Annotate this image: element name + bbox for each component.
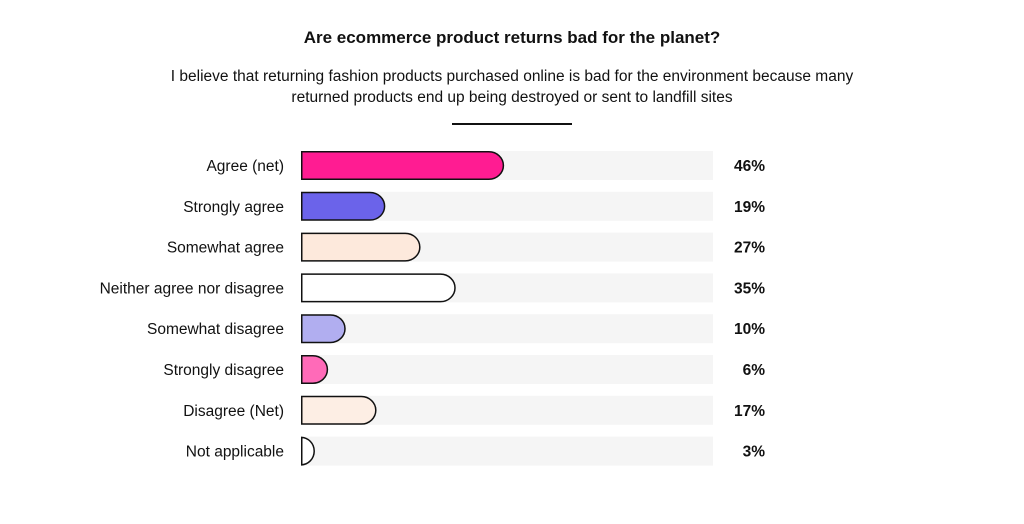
data-label: 3% bbox=[743, 444, 766, 461]
bar-track bbox=[301, 355, 713, 384]
bar-track bbox=[301, 436, 713, 466]
data-label: 27% bbox=[734, 240, 765, 257]
category-label: Disagree (Net) bbox=[183, 403, 284, 420]
bar bbox=[301, 314, 346, 344]
category-label: Not applicable bbox=[186, 444, 284, 461]
category-label: Strongly agree bbox=[183, 199, 284, 216]
bar bbox=[301, 191, 386, 221]
bar-row: Not applicable 3% bbox=[186, 436, 766, 466]
bar-track bbox=[301, 314, 713, 344]
data-label: 46% bbox=[734, 158, 765, 175]
bar-row: Somewhat disagree 10% bbox=[147, 314, 765, 344]
category-label: Agree (net) bbox=[206, 158, 284, 175]
data-label: 35% bbox=[734, 280, 765, 297]
category-label: Somewhat disagree bbox=[147, 321, 284, 338]
title-divider bbox=[452, 123, 572, 125]
bar bbox=[301, 232, 421, 262]
category-label: Strongly disagree bbox=[163, 362, 284, 379]
bar-row: Strongly agree 19% bbox=[183, 191, 765, 221]
bar bbox=[301, 151, 505, 180]
bar bbox=[301, 273, 456, 303]
bar-row: Disagree (Net) 17% bbox=[183, 395, 765, 425]
category-label: Somewhat agree bbox=[167, 240, 284, 257]
data-label: 19% bbox=[734, 199, 765, 216]
bar-row: Somewhat agree 27% bbox=[167, 232, 765, 262]
data-label: 10% bbox=[734, 321, 765, 338]
bar bbox=[300, 436, 315, 466]
bar bbox=[301, 395, 377, 425]
data-label: 17% bbox=[734, 403, 765, 420]
bar-row: Neither agree nor disagree 35% bbox=[100, 273, 765, 303]
chart-subtitle: I believe that returning fashion product… bbox=[170, 68, 854, 106]
bar bbox=[301, 355, 329, 384]
data-label: 6% bbox=[743, 362, 766, 379]
bar-row: Agree (net) 46% bbox=[206, 151, 765, 180]
bar-row: Strongly disagree 6% bbox=[163, 355, 765, 384]
chart-title: Are ecommerce product returns bad for th… bbox=[303, 28, 721, 47]
category-label: Neither agree nor disagree bbox=[100, 280, 284, 297]
